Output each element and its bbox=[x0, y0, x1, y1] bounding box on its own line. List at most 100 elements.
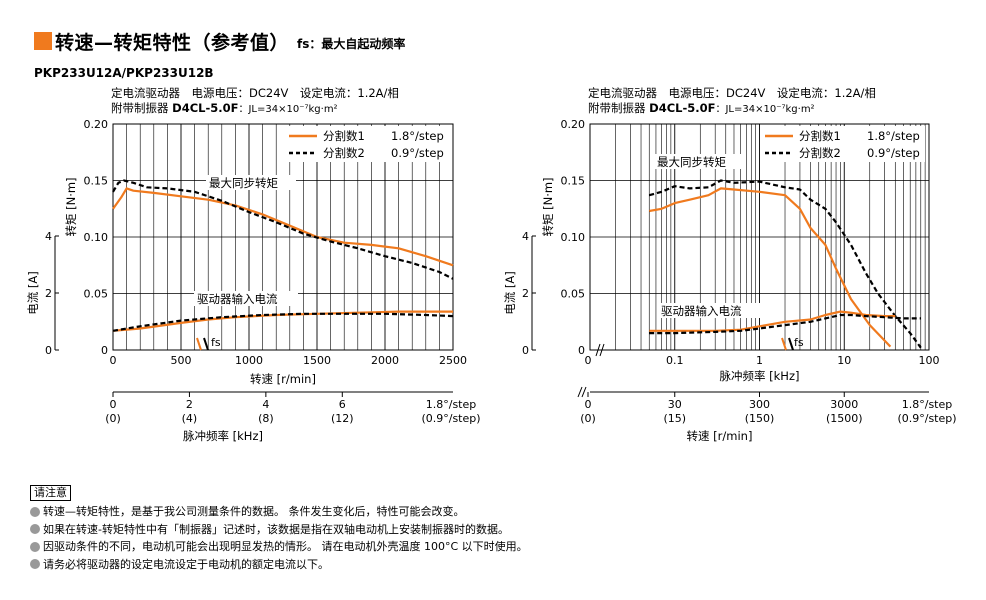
current-axis-label: 电流 [A] bbox=[26, 271, 40, 315]
series-torque-2 bbox=[112, 179, 454, 280]
series-current-2 bbox=[649, 313, 921, 335]
secondary-tick-label: (0) bbox=[580, 412, 596, 425]
note-item: 因驱动条件的不同，电动机可能会出现明显发热的情形。 请在电动机外壳温度 100°… bbox=[30, 538, 528, 556]
title-marker-icon bbox=[34, 32, 52, 50]
secondary-tick-label: 6 bbox=[339, 398, 346, 411]
label-background bbox=[658, 303, 762, 318]
current-label: 驱动器输入电流 bbox=[661, 304, 742, 318]
page-subtitle: fs：最大自起动频率 bbox=[297, 36, 406, 51]
label-background bbox=[206, 175, 296, 190]
damper-text: 附带制振器 D4CL-5.0F：JL=34×10⁻⁷kg·m² bbox=[111, 101, 338, 115]
bullet-icon bbox=[30, 506, 40, 517]
secondary-tick-label: (8) bbox=[258, 412, 274, 425]
y-tick-label: 0.20 bbox=[561, 118, 586, 131]
bullet-icon bbox=[30, 524, 40, 535]
secondary-tick-label: (15) bbox=[663, 412, 686, 425]
current-label: 驱动器输入电流 bbox=[197, 292, 278, 306]
fs-label: fs bbox=[211, 336, 221, 349]
damper-text: 附带制振器 D4CL-5.0F：JL=34×10⁻⁷kg·m² bbox=[588, 101, 815, 115]
y-tick-label: 0.10 bbox=[84, 231, 109, 244]
step-label: (0.9°/step) bbox=[421, 412, 480, 425]
y-tick-label: 0 bbox=[578, 344, 585, 357]
model-name: PKP233U12A/PKP233U12B bbox=[34, 66, 214, 80]
fs-label: fs bbox=[794, 336, 804, 349]
x-axis-label: 转速 [r/min] bbox=[250, 372, 316, 386]
series-current-1 bbox=[112, 310, 453, 332]
secondary-axis-label: 脉冲频率 [kHz] bbox=[183, 429, 263, 443]
page-title: 转速—转矩特性（参考值） bbox=[55, 31, 290, 54]
legend-background bbox=[761, 126, 925, 162]
y-tick-label: 0.20 bbox=[84, 118, 109, 131]
current-tick-label: 4 bbox=[45, 230, 52, 243]
x-axis-label: 脉冲频率 [kHz] bbox=[720, 369, 800, 383]
condition-text: 定电流驱动器 电源电压：DC24V 设定电流：1.2A/相 bbox=[111, 86, 399, 100]
fs-mark-2 bbox=[203, 337, 209, 351]
axis-break-icon bbox=[595, 343, 605, 357]
secondary-tick-label: 0 bbox=[110, 398, 117, 411]
axis-break-icon bbox=[577, 386, 587, 398]
note-item: 请务必将驱动器的设定电流设定于电动机的额定电流以下。 bbox=[30, 556, 528, 574]
step-label: (0.9°/step) bbox=[897, 412, 956, 425]
y-tick-label: 0.05 bbox=[84, 288, 109, 301]
y-tick-label: 0.10 bbox=[561, 231, 586, 244]
note-item: 转速—转矩特性，是基于我公司测量条件的数据。 条件发生变化后，特性可能会改变。 bbox=[30, 503, 528, 521]
step-label: 1.8°/step bbox=[902, 398, 953, 411]
section-title: 转速—转矩特性（参考值） fs：最大自起动频率 bbox=[34, 30, 406, 54]
label-background bbox=[194, 291, 298, 306]
secondary-tick-label: (12) bbox=[331, 412, 354, 425]
y-axis-label: 转矩 [N·m] bbox=[64, 177, 78, 236]
current-axis-label: 电流 [A] bbox=[503, 271, 517, 315]
fs-mark-1 bbox=[196, 337, 202, 351]
secondary-tick-label: 0 bbox=[585, 398, 592, 411]
x-tick-label: 10 bbox=[837, 354, 851, 367]
y-tick-label: 0.15 bbox=[84, 175, 109, 188]
fs-mark-1 bbox=[781, 337, 787, 351]
legend-step-1: 1.8°/step bbox=[391, 129, 444, 143]
x-tick-label: 100 bbox=[919, 354, 940, 367]
condition-text: 定电流驱动器 电源电压：DC24V 设定电流：1.2A/相 bbox=[588, 86, 876, 100]
y-tick-label: 0.15 bbox=[561, 175, 586, 188]
x-tick-label: 0 bbox=[585, 354, 592, 367]
y-tick-label: 0 bbox=[101, 344, 108, 357]
y-axis-label: 转矩 [N·m] bbox=[541, 177, 555, 236]
secondary-tick-label: (1500) bbox=[826, 412, 863, 425]
secondary-axis-label: 转速 [r/min] bbox=[687, 429, 753, 443]
secondary-tick-label: (150) bbox=[745, 412, 775, 425]
x-tick-label: 0.1 bbox=[666, 354, 684, 367]
legend-step-1: 1.8°/step bbox=[867, 129, 920, 143]
legend-label-1: 分割数1 bbox=[799, 129, 841, 143]
x-tick-label: 2000 bbox=[371, 354, 399, 367]
series-torque-1 bbox=[649, 187, 892, 348]
bullet-icon bbox=[30, 559, 40, 570]
plot-frame bbox=[589, 123, 930, 351]
notes-header: 请注意 bbox=[30, 485, 71, 501]
legend-background bbox=[285, 126, 449, 162]
legend-step-2: 0.9°/step bbox=[391, 146, 444, 160]
fs-mark-2 bbox=[788, 337, 794, 351]
current-tick-label: 2 bbox=[45, 287, 52, 300]
plot-frame bbox=[112, 123, 454, 351]
secondary-tick-label: 300 bbox=[749, 398, 770, 411]
secondary-tick-label: 3000 bbox=[830, 398, 858, 411]
pullout-label: 最大同步转矩 bbox=[209, 176, 278, 190]
current-tick-label: 2 bbox=[522, 287, 529, 300]
secondary-tick-label: (0) bbox=[105, 412, 121, 425]
pullout-label: 最大同步转矩 bbox=[657, 155, 726, 169]
current-tick-label: 0 bbox=[522, 344, 529, 357]
legend-label-2: 分割数2 bbox=[323, 146, 365, 160]
legend-step-2: 0.9°/step bbox=[867, 146, 920, 160]
current-tick-label: 4 bbox=[522, 230, 529, 243]
x-tick-label: 500 bbox=[171, 354, 192, 367]
x-tick-label: 0 bbox=[110, 354, 117, 367]
x-tick-label: 1 bbox=[756, 354, 763, 367]
x-tick-label: 1000 bbox=[235, 354, 263, 367]
note-item: 如果在转速-转矩特性中有「制振器」记述时，该数据是指在双轴电动机上安装制振器时的… bbox=[30, 521, 528, 539]
series-torque-1 bbox=[112, 187, 454, 267]
secondary-tick-label: 2 bbox=[186, 398, 193, 411]
legend-label-2: 分割数2 bbox=[799, 146, 841, 160]
x-tick-label: 1500 bbox=[303, 354, 331, 367]
series-current-2 bbox=[112, 312, 454, 332]
secondary-tick-label: 30 bbox=[668, 398, 682, 411]
x-tick-label: 2500 bbox=[439, 354, 467, 367]
